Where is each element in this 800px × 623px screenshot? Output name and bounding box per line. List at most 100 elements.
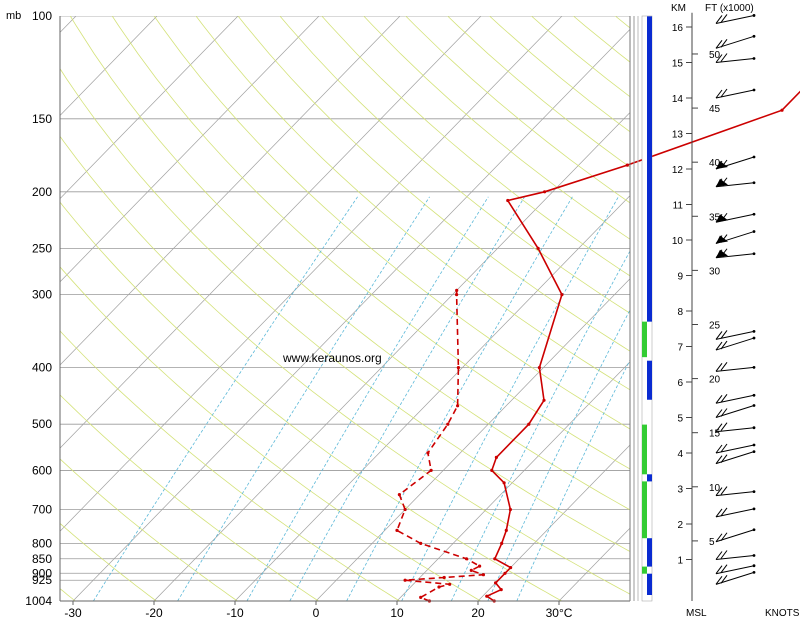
wind-barb-shaft: [715, 394, 755, 404]
dewpoint-point: [478, 564, 482, 568]
wind-barb-feather: [715, 565, 723, 575]
wind-barb-feather: [720, 393, 728, 403]
temperature-point: [506, 198, 510, 203]
km-tick-label: 13: [672, 130, 684, 141]
ft-tick-label: 20: [709, 375, 721, 386]
dewpoint-point: [456, 404, 460, 408]
mixing-ratio-line: [487, 309, 630, 601]
ft-tick-label: 10: [709, 483, 721, 494]
temperature-point: [543, 190, 547, 194]
km-tick-label: 14: [672, 94, 684, 105]
wind-barb-dot: [752, 507, 756, 511]
wind-barb-shaft: [715, 330, 755, 340]
wind-barb-shaft: [715, 253, 755, 259]
dewpoint-point: [464, 557, 469, 561]
km-label: KM: [671, 3, 686, 14]
pressure-tick-label: 1004: [25, 594, 52, 608]
layer-bar-blue: [647, 573, 652, 595]
wind-barb-shaft: [715, 508, 755, 518]
wind-barb-feather: [720, 14, 728, 23]
dewpoint-point: [403, 578, 407, 582]
wind-barb: [715, 230, 756, 245]
pressure-tick-label: 500: [32, 417, 52, 431]
layer-bar-blue: [647, 474, 652, 482]
temperature-point: [625, 163, 629, 167]
wind-barb-dot: [752, 330, 756, 333]
wind-barb: [715, 564, 756, 575]
layer-bar-green: [642, 566, 647, 574]
isotherm-line: [153, 111, 630, 601]
ft-tick-label: 35: [709, 212, 721, 223]
pressure-tick-label: 300: [32, 288, 52, 302]
temperature-tick-label: 10: [390, 606, 404, 620]
temperature-tick-label: -30: [64, 606, 82, 620]
dry-adiabat-line: [195, 16, 630, 391]
wind-barb-feather: [720, 53, 728, 62]
wind-barb-pennant: [716, 178, 728, 187]
wind-barb-feather: [720, 532, 728, 542]
wind-barb-feather: [720, 330, 728, 339]
wind-barb: [715, 336, 756, 351]
wind-barb-feather: [715, 508, 723, 518]
dry-adiabat-line: [153, 16, 630, 430]
temperature-point: [499, 588, 503, 592]
mixing-ratio-line: [289, 196, 525, 601]
temperature-point: [509, 566, 513, 570]
isotherm-line: [60, 16, 401, 366]
km-tick-label: 5: [677, 414, 683, 425]
temperature-tick-label: 30°C: [546, 606, 573, 620]
wind-barb-dot: [752, 564, 756, 568]
wind-barb-dot: [752, 181, 756, 185]
wind-barb-feather: [715, 341, 723, 351]
wind-barb-dot: [752, 34, 756, 38]
layer-bars: [641, 15, 653, 602]
layer-bar-green: [642, 321, 647, 358]
dewpoint-point: [442, 575, 446, 580]
sounding-profiles: [395, 90, 800, 603]
msl-label: MSL: [686, 608, 707, 619]
wind-barb-shaft: [715, 491, 755, 497]
wind-barb-shaft: [715, 366, 755, 372]
km-tick-label: 1: [677, 556, 683, 567]
km-tick-label: 16: [672, 23, 684, 34]
pressure-tick-label: 700: [32, 503, 52, 517]
wind-barb-pennant: [716, 249, 728, 258]
layer-bar-green: [642, 481, 647, 539]
wind-barb-feather: [720, 575, 728, 584]
wind-barb: [715, 443, 756, 454]
dewpoint-point: [419, 595, 423, 600]
dry-adiabat-line: [531, 16, 630, 98]
wind-barb-feather: [720, 564, 728, 574]
wind-barb-pennant: [716, 235, 728, 244]
wind-barb: [715, 528, 756, 543]
wind-barb-dot: [752, 404, 756, 407]
dewpoint-point: [419, 541, 423, 546]
isotherm-line: [60, 16, 320, 283]
dry-adiabat-line: [69, 16, 630, 511]
isotherm-line: [234, 195, 630, 601]
pressure-tick-label: 800: [32, 536, 52, 550]
wind-barb-feather: [715, 363, 723, 372]
dewpoint-point: [446, 422, 450, 426]
wind-barb: [715, 14, 756, 24]
wind-barb: [715, 422, 756, 433]
wind-barb-dot: [752, 230, 756, 233]
dewpoint-point: [437, 585, 441, 589]
wind-barb-dot: [752, 252, 756, 256]
layer-bar-blue: [647, 538, 652, 567]
layer-bar-green: [642, 424, 647, 475]
wind-barb-feather: [715, 15, 723, 24]
dry-adiabat-line: [60, 522, 157, 601]
ft-label: FT (x1000): [705, 3, 754, 14]
temperature-point: [493, 557, 497, 561]
isotherm-line: [315, 278, 630, 601]
wind-barb-shaft: [715, 555, 755, 560]
wind-barb: [715, 486, 756, 497]
pressure-tick-label: 150: [32, 112, 52, 126]
wind-barb: [715, 53, 756, 63]
dry-adiabat-line: [60, 394, 319, 601]
wind-barb-dot: [752, 443, 756, 447]
wind-barb-shaft: [715, 427, 755, 433]
km-tick-label: 2: [677, 520, 683, 531]
ft-tick-label: 25: [709, 320, 721, 331]
